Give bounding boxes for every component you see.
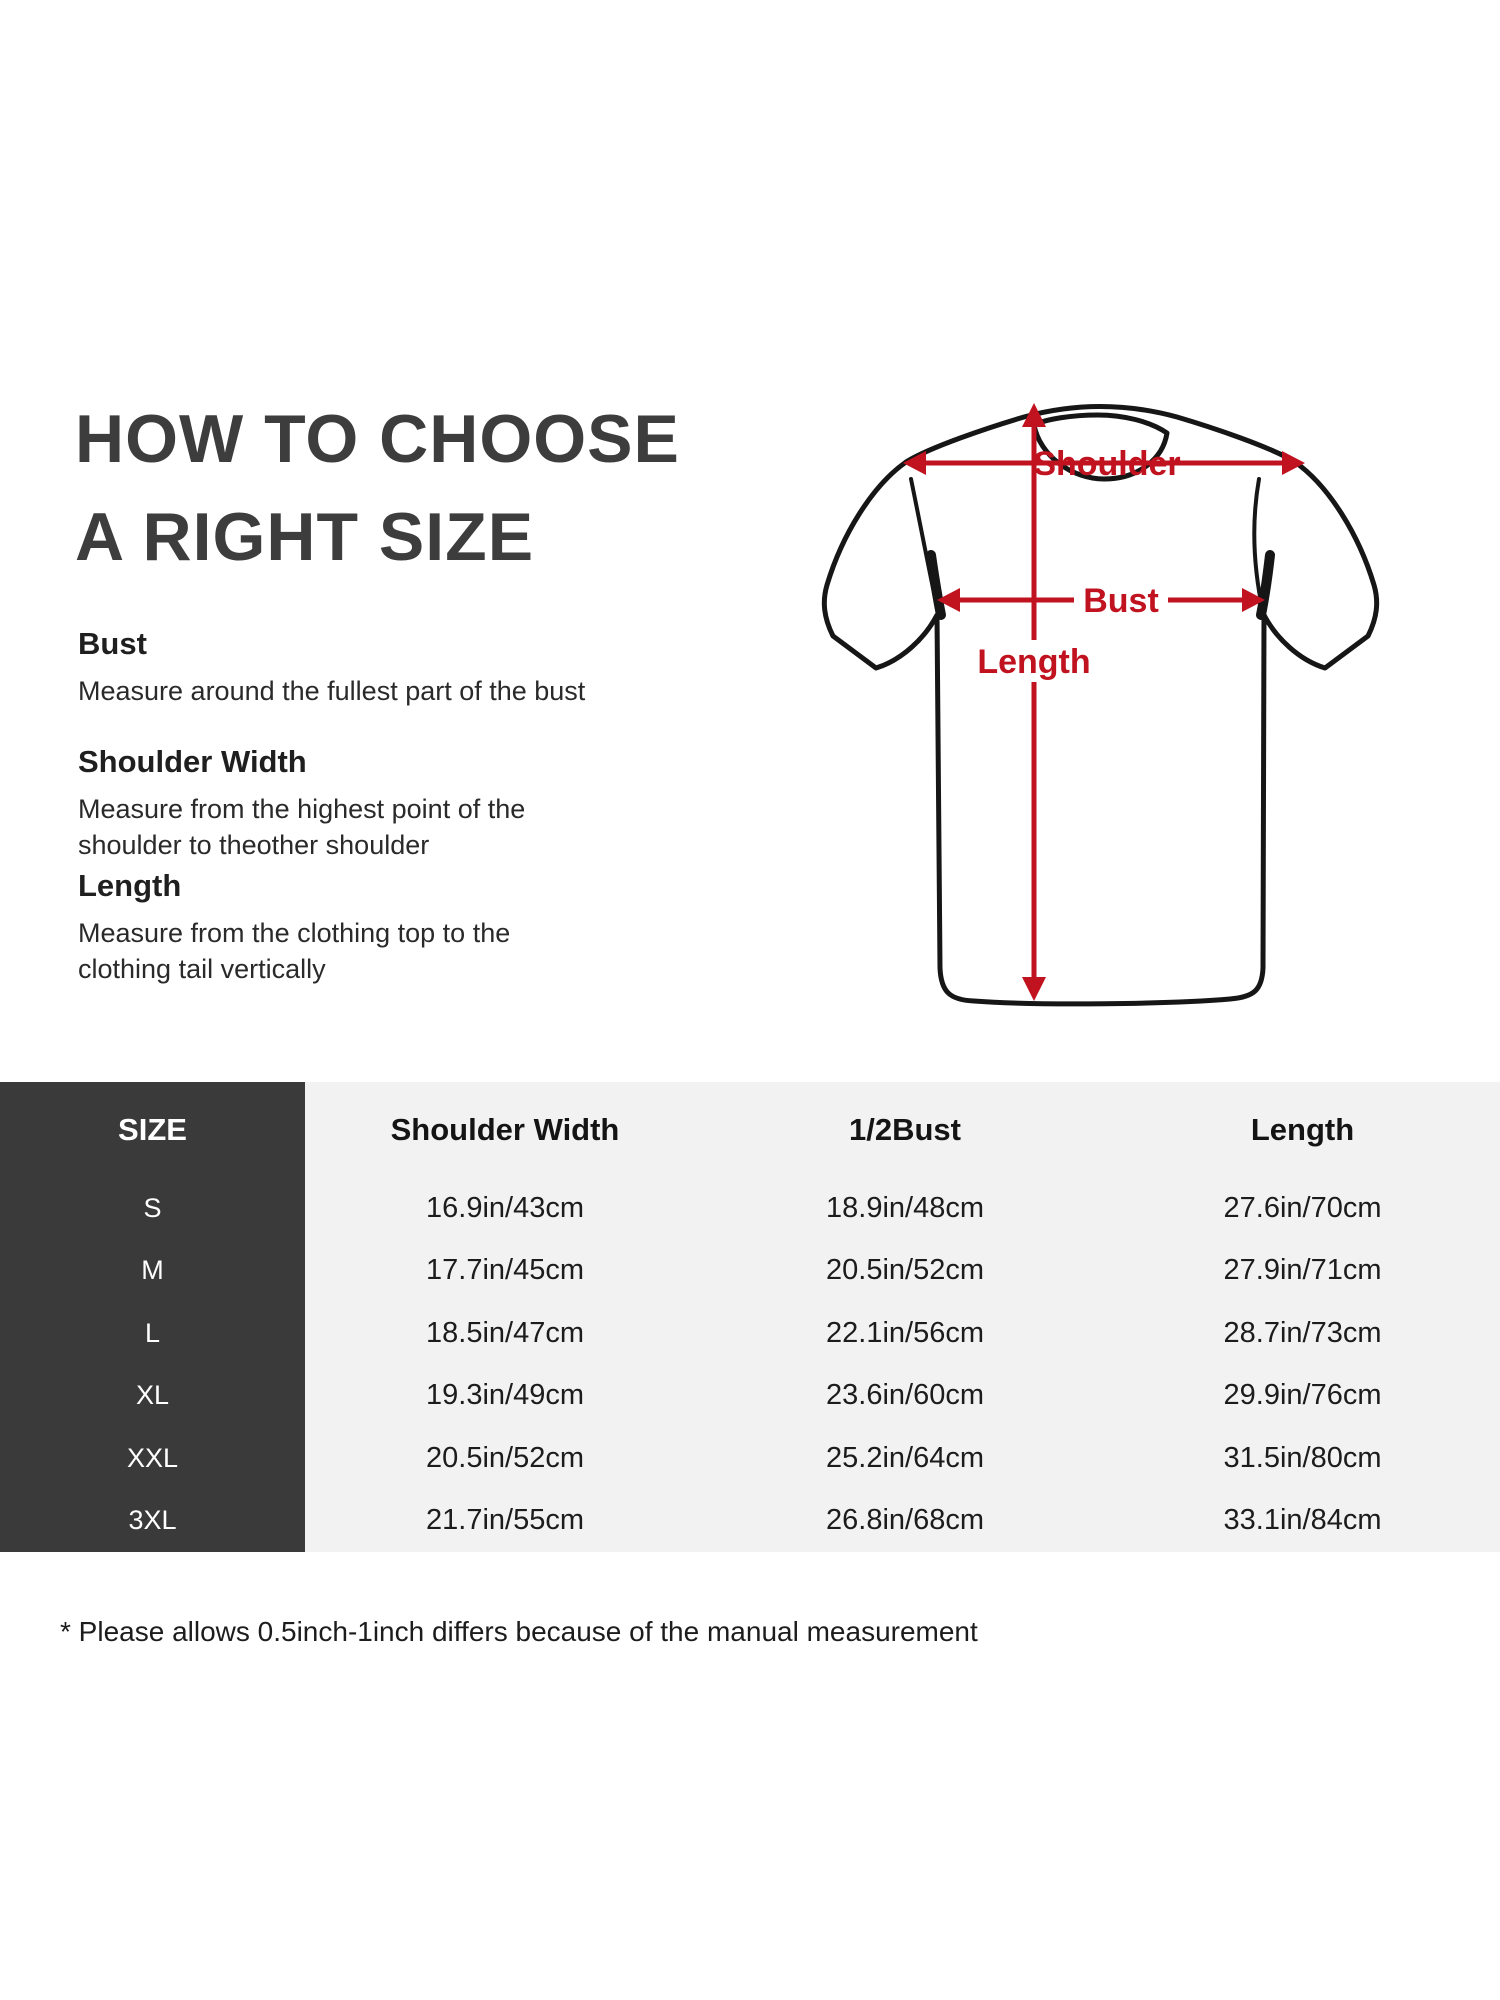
half-bust-cell: 20.5in/52cm [826, 1254, 984, 1287]
length-cell: 27.9in/71cm [1223, 1254, 1382, 1287]
instruction-heading: Shoulder Width [78, 744, 307, 779]
size-cell: XL [135, 1380, 170, 1411]
size-cell: S [143, 1192, 162, 1223]
size-cell: M [141, 1255, 164, 1286]
instruction-desc: Measure from the clothing top to the clo… [78, 918, 511, 984]
half-bust-cell: 22.1in/56cm [826, 1316, 984, 1349]
table-row: M 17.7in/45cm 20.5in/52cm 27.9in/71cm [0, 1240, 1500, 1303]
length-cell: 28.7in/73cm [1223, 1316, 1382, 1349]
table-row: 3XL 21.7in/55cm 26.8in/68cm 33.1in/84cm [0, 1490, 1500, 1553]
length-cell: 27.6in/70cm [1223, 1191, 1382, 1224]
table-row: XXL 20.5in/52cm 25.2in/64cm 31.5in/80cm [0, 1427, 1500, 1490]
length-label: Length [977, 643, 1090, 681]
instruction-heading: Length [78, 868, 182, 903]
table-row: L 18.5in/47cm 22.1in/56cm 28.7in/73cm [0, 1302, 1500, 1365]
measurement-disclaimer: * Please allows 0.5inch-1inch differs be… [60, 1616, 978, 1647]
half-bust-cell: 25.2in/64cm [826, 1441, 984, 1474]
length-label-bg [976, 640, 1092, 682]
size-cell: XXL [126, 1442, 179, 1473]
half-bust-cell: 23.6in/60cm [826, 1379, 984, 1412]
table-row: S 16.9in/43cm 18.9in/48cm 27.6in/70cm [0, 1177, 1500, 1240]
page-title-line2: A RIGHT SIZE [75, 499, 535, 575]
size-column-background [0, 1082, 305, 1552]
instruction-desc: Measure from the highest point of the sh… [78, 794, 526, 860]
bust-label: Bust [1083, 582, 1159, 620]
table-header-size: SIZE [118, 1111, 187, 1147]
page-title: HOW TO CHOOSE A RIGHT SIZE [75, 390, 680, 586]
table-header-row: SIZE Shoulder Width 1/2Bust Length [0, 1082, 1500, 1177]
length-cell: 31.5in/80cm [1223, 1441, 1382, 1474]
shoulder-width-cell: 16.9in/43cm [426, 1191, 584, 1224]
bust-label-bg [1074, 578, 1168, 622]
shoulder-width-cell: 21.7in/55cm [426, 1504, 584, 1537]
left-underarm-notch [926, 550, 946, 620]
size-cell: 3XL [128, 1505, 177, 1536]
shoulder-width-cell: 17.7in/45cm [426, 1254, 584, 1287]
shoulder-arrow [903, 451, 1305, 475]
instruction-length: Length Measure from the clothing top to … [78, 868, 678, 987]
table-header-half-bust: 1/2Bust [849, 1111, 961, 1147]
page-title-line1: HOW TO CHOOSE [75, 401, 680, 477]
half-bust-cell: 18.9in/48cm [826, 1191, 984, 1224]
shoulder-width-cell: 19.3in/49cm [426, 1379, 584, 1412]
right-underarm-notch [1256, 550, 1275, 620]
tshirt-measurement-diagram: Shoulder Bust Length [821, 403, 1380, 1007]
length-arrow [1022, 403, 1046, 1001]
instruction-desc: Measure around the fullest part of the b… [78, 676, 586, 706]
length-cell: 33.1in/84cm [1223, 1504, 1382, 1537]
instruction-bust: Bust Measure around the fullest part of … [78, 626, 678, 709]
shoulder-width-cell: 18.5in/47cm [426, 1316, 584, 1349]
shoulder-width-cell: 20.5in/52cm [426, 1441, 584, 1474]
size-table: SIZE Shoulder Width 1/2Bust Length S 16.… [0, 1082, 1500, 1552]
size-cell: L [144, 1317, 161, 1348]
table-header-shoulder-width: Shoulder Width [390, 1111, 620, 1147]
instruction-heading: Bust [78, 626, 147, 661]
half-bust-cell: 26.8in/68cm [826, 1504, 984, 1537]
shoulder-label: Shoulder [1033, 445, 1180, 483]
table-header-length: Length [1250, 1111, 1355, 1147]
length-cell: 29.9in/76cm [1223, 1379, 1382, 1412]
instruction-shoulder-width: Shoulder Width Measure from the highest … [78, 744, 678, 863]
table-row: XL 19.3in/49cm 23.6in/60cm 29.9in/76cm [0, 1365, 1500, 1428]
tshirt-outline-icon [821, 404, 1380, 1007]
